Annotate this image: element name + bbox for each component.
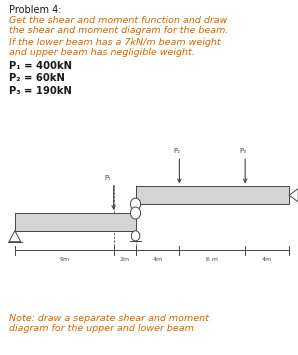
Circle shape (131, 231, 140, 241)
Text: 2m: 2m (119, 257, 130, 262)
Text: P₁: P₁ (105, 175, 111, 181)
Text: P₂ = 60kN: P₂ = 60kN (9, 73, 65, 83)
Polygon shape (9, 231, 21, 242)
Circle shape (131, 198, 141, 210)
Text: P₁ = 400kN: P₁ = 400kN (9, 61, 72, 71)
Text: the shear and moment diagram for the beam.: the shear and moment diagram for the bea… (9, 26, 228, 35)
Bar (15, 213, 136, 231)
Text: 4m: 4m (152, 257, 162, 262)
Text: 4m: 4m (262, 257, 272, 262)
Text: and upper beam has negligible weight.: and upper beam has negligible weight. (9, 48, 195, 57)
Text: P₂: P₂ (173, 148, 180, 154)
Text: Note: draw a separate shear and moment: Note: draw a separate shear and moment (9, 314, 209, 323)
Text: diagram for the upper and lower beam: diagram for the upper and lower beam (9, 324, 194, 333)
Text: 6 m: 6 m (206, 257, 218, 262)
Polygon shape (289, 189, 298, 202)
Text: 9m: 9m (59, 257, 69, 262)
Text: Problem 4:: Problem 4: (9, 5, 61, 15)
Circle shape (131, 207, 141, 219)
Text: P₃ = 190kN: P₃ = 190kN (9, 86, 72, 96)
Text: Get the shear and moment function and draw: Get the shear and moment function and dr… (9, 16, 227, 25)
Text: P₃: P₃ (239, 148, 246, 154)
Text: If the lower beam has a 7kN/m beam weight: If the lower beam has a 7kN/m beam weigh… (9, 38, 221, 47)
Bar (136, 186, 289, 204)
